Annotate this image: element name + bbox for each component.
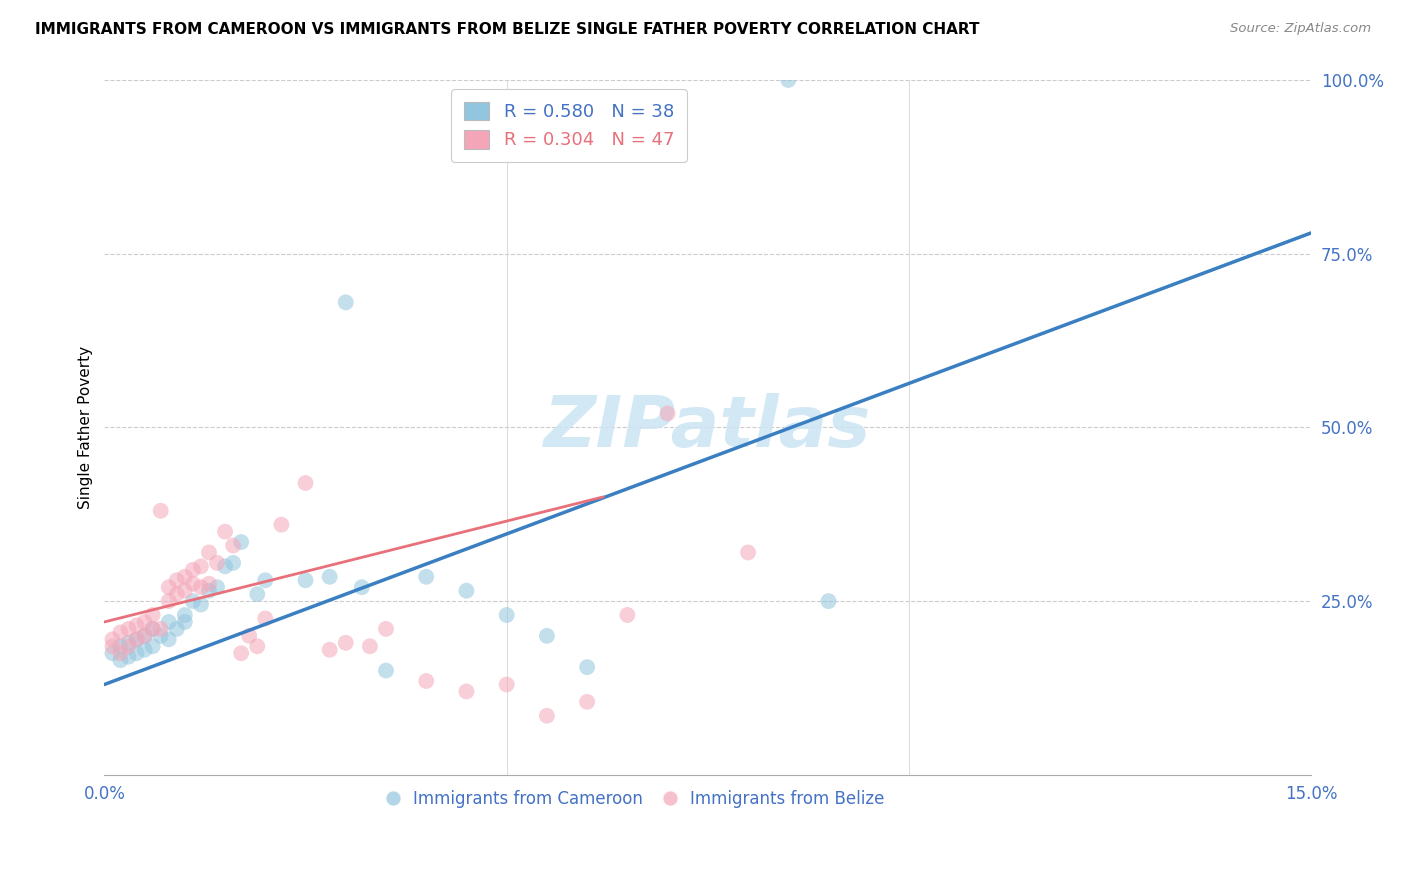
Point — [495, 607, 517, 622]
Point — [190, 580, 212, 594]
Point — [101, 640, 124, 654]
Point — [270, 517, 292, 532]
Point — [173, 583, 195, 598]
Point — [181, 563, 204, 577]
Point — [294, 574, 316, 588]
Point — [536, 708, 558, 723]
Point — [173, 607, 195, 622]
Point — [149, 629, 172, 643]
Point — [181, 594, 204, 608]
Point — [125, 632, 148, 647]
Point — [142, 640, 165, 654]
Point — [117, 640, 139, 654]
Point — [616, 607, 638, 622]
Point — [117, 636, 139, 650]
Point — [335, 295, 357, 310]
Point — [157, 594, 180, 608]
Point — [181, 576, 204, 591]
Point — [117, 622, 139, 636]
Point — [246, 587, 269, 601]
Point — [101, 646, 124, 660]
Point — [246, 640, 269, 654]
Point — [456, 583, 478, 598]
Point — [110, 653, 132, 667]
Point — [157, 615, 180, 629]
Point — [375, 622, 398, 636]
Point — [737, 545, 759, 559]
Point — [166, 574, 188, 588]
Point — [318, 642, 340, 657]
Point — [254, 611, 277, 625]
Point — [190, 598, 212, 612]
Point — [198, 576, 221, 591]
Point — [134, 629, 156, 643]
Point — [778, 73, 800, 87]
Point — [198, 583, 221, 598]
Point — [214, 559, 236, 574]
Point — [254, 574, 277, 588]
Point — [335, 636, 357, 650]
Point — [117, 649, 139, 664]
Point — [350, 580, 373, 594]
Point — [101, 632, 124, 647]
Point — [134, 615, 156, 629]
Point — [238, 629, 260, 643]
Text: ZIPatlas: ZIPatlas — [544, 392, 872, 462]
Point — [157, 580, 180, 594]
Point — [205, 556, 228, 570]
Point — [110, 646, 132, 660]
Point — [166, 587, 188, 601]
Point — [173, 570, 195, 584]
Point — [149, 504, 172, 518]
Text: Source: ZipAtlas.com: Source: ZipAtlas.com — [1230, 22, 1371, 36]
Legend: Immigrants from Cameroon, Immigrants from Belize: Immigrants from Cameroon, Immigrants fro… — [380, 784, 891, 815]
Point — [222, 539, 245, 553]
Text: IMMIGRANTS FROM CAMEROON VS IMMIGRANTS FROM BELIZE SINGLE FATHER POVERTY CORRELA: IMMIGRANTS FROM CAMEROON VS IMMIGRANTS F… — [35, 22, 980, 37]
Point — [125, 632, 148, 647]
Point — [205, 580, 228, 594]
Point — [817, 594, 839, 608]
Point — [231, 646, 253, 660]
Point — [415, 570, 437, 584]
Point — [166, 622, 188, 636]
Point — [375, 664, 398, 678]
Point — [134, 629, 156, 643]
Point — [142, 622, 165, 636]
Point — [657, 407, 679, 421]
Point — [125, 646, 148, 660]
Point — [190, 559, 212, 574]
Y-axis label: Single Father Poverty: Single Father Poverty — [79, 346, 93, 509]
Point — [359, 640, 381, 654]
Point — [576, 660, 599, 674]
Point — [134, 642, 156, 657]
Point — [142, 607, 165, 622]
Point — [222, 556, 245, 570]
Point — [173, 615, 195, 629]
Point — [149, 622, 172, 636]
Point — [456, 684, 478, 698]
Point — [536, 629, 558, 643]
Point — [110, 640, 132, 654]
Point — [157, 632, 180, 647]
Point — [495, 677, 517, 691]
Point — [214, 524, 236, 539]
Point — [294, 475, 316, 490]
Point — [576, 695, 599, 709]
Point — [142, 622, 165, 636]
Point — [110, 625, 132, 640]
Point — [198, 545, 221, 559]
Point — [125, 618, 148, 632]
Point — [231, 535, 253, 549]
Point — [415, 673, 437, 688]
Point — [318, 570, 340, 584]
